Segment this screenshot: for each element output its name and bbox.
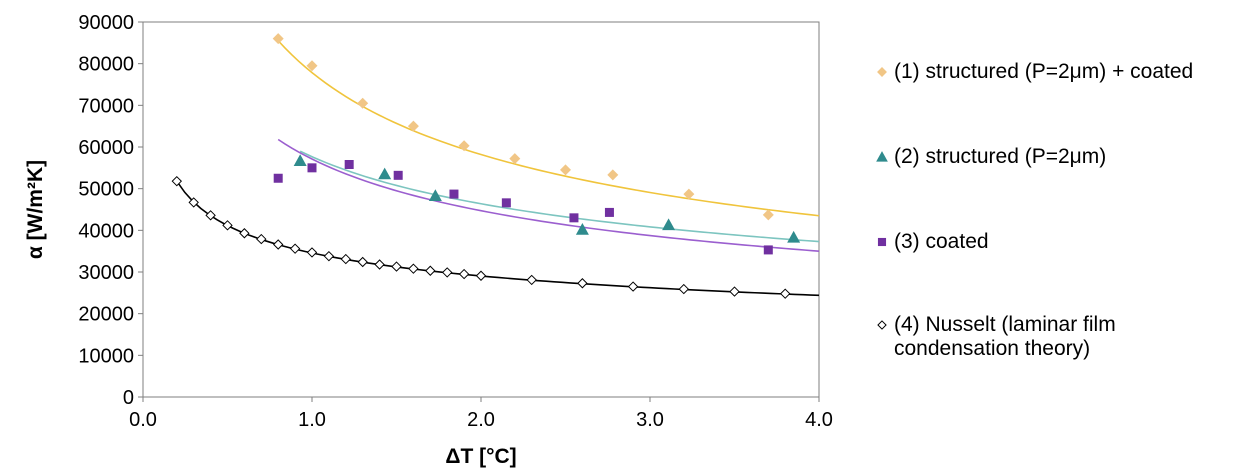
- data-point: [171, 175, 183, 187]
- plot-area: [142, 21, 820, 398]
- data-point: [378, 167, 392, 180]
- data-point: [428, 189, 442, 201]
- data-point: [729, 286, 740, 297]
- series-4-points: [171, 175, 791, 299]
- x-tick-label: 3.0: [636, 409, 664, 431]
- y-tick-label: 30000: [78, 262, 134, 284]
- data-point: [256, 233, 267, 245]
- legend-marker-shape: [877, 320, 887, 330]
- legend-marker-shape: [877, 237, 887, 247]
- data-point: [779, 288, 791, 299]
- x-axis-ticks: 0.0 1.0 2.0 3.0 4.0: [129, 397, 833, 431]
- data-point: [340, 253, 352, 265]
- data-point: [344, 160, 354, 169]
- data-point: [560, 164, 571, 176]
- data-point: [575, 223, 589, 235]
- y-tick-label: 40000: [78, 220, 134, 242]
- data-point: [293, 154, 307, 166]
- y-tick-label: 70000: [78, 95, 134, 117]
- series-3-points: [273, 160, 773, 255]
- series-2-points: [293, 154, 801, 243]
- y-axis-ticks: 0 10000 20000 30000 40000 50000 60000 70000 8000…: [78, 12, 143, 409]
- data-point: [357, 97, 369, 109]
- trendline-series-1: [277, 40, 820, 217]
- legend-marker-shape: [876, 151, 888, 162]
- data-point: [569, 213, 579, 223]
- legend-marker-diamond-open: [877, 320, 887, 330]
- data-point: [458, 268, 470, 280]
- data-point: [306, 247, 318, 258]
- trendline-series-2: [299, 150, 820, 243]
- chart: 0.0 1.0 2.0 3.0 4.0 0 10000 20000 30000 40000 500…: [24, 12, 833, 468]
- data-point: [425, 265, 436, 276]
- data-point: [501, 198, 511, 208]
- legend-item-3: (3) coated: [872, 230, 989, 254]
- data-point: [239, 228, 250, 239]
- data-point: [205, 210, 216, 221]
- y-tick-label: 80000: [78, 54, 134, 76]
- legend-item-2: (2) structured (P=2μm): [872, 145, 1106, 169]
- data-point: [607, 169, 619, 181]
- data-point: [273, 173, 283, 183]
- data-point: [678, 283, 690, 295]
- data-point: [787, 230, 801, 243]
- data-point: [393, 170, 403, 180]
- data-point: [188, 197, 199, 208]
- data-point: [374, 259, 385, 270]
- y-tick-label: 10000: [78, 345, 134, 367]
- y-tick-label: 0: [123, 387, 134, 409]
- data-point: [407, 120, 419, 132]
- data-point: [307, 163, 317, 173]
- y-tick-label: 20000: [78, 304, 134, 326]
- data-point: [458, 140, 470, 152]
- trendline-series-4: [176, 180, 820, 297]
- y-tick-label: 90000: [78, 12, 134, 34]
- data-point: [272, 239, 284, 250]
- x-tick-label: 1.0: [298, 409, 326, 431]
- plot-border: [142, 21, 820, 398]
- y-tick-label: 60000: [78, 137, 134, 159]
- data-point: [627, 281, 639, 292]
- data-point: [306, 60, 318, 72]
- data-point: [683, 188, 695, 200]
- data-point: [762, 209, 774, 221]
- data-point: [408, 263, 419, 274]
- legend-label: (3) coated: [894, 230, 989, 253]
- trendlines: [176, 40, 820, 297]
- legend-marker-shape: [877, 67, 887, 77]
- y-tick-label: 50000: [78, 179, 134, 201]
- data-point: [357, 256, 368, 268]
- data-point: [475, 270, 487, 281]
- series-1-points: [272, 33, 774, 221]
- y-axis-title: α [W/m²K]: [24, 160, 47, 259]
- legend-marker-triangle: [876, 151, 888, 162]
- x-tick-label: 0.0: [129, 409, 157, 431]
- data-point: [289, 243, 301, 254]
- data-point: [763, 245, 773, 255]
- legend-item-4: (4) Nusselt (laminar film condensation t…: [872, 313, 1116, 361]
- data-point: [272, 33, 284, 45]
- legend-label: (1) structured (P=2μm) + coated: [894, 60, 1194, 83]
- x-tick-label: 2.0: [467, 409, 495, 431]
- data-point: [526, 274, 537, 286]
- data-point: [604, 207, 614, 217]
- data-point: [391, 261, 402, 272]
- data-point: [323, 250, 335, 262]
- legend-marker-square: [877, 237, 887, 247]
- trendline-series-3: [277, 138, 820, 252]
- x-tick-label: 4.0: [805, 409, 833, 431]
- data-point: [222, 220, 233, 231]
- data-point: [441, 267, 453, 278]
- legend-label: (2) structured (P=2μm): [894, 145, 1107, 168]
- data-points: [171, 33, 801, 299]
- legend-marker-diamond: [877, 67, 887, 77]
- data-point: [577, 278, 588, 289]
- x-axis-title: ΔT [°C]: [445, 445, 516, 468]
- data-point: [662, 218, 676, 231]
- legend-item-1: (1) structured (P=2μm) + coated: [872, 60, 1193, 84]
- data-point: [449, 189, 459, 199]
- data-point: [509, 153, 521, 165]
- legend-label: (4) Nusselt (laminar film condensation t…: [894, 313, 1116, 360]
